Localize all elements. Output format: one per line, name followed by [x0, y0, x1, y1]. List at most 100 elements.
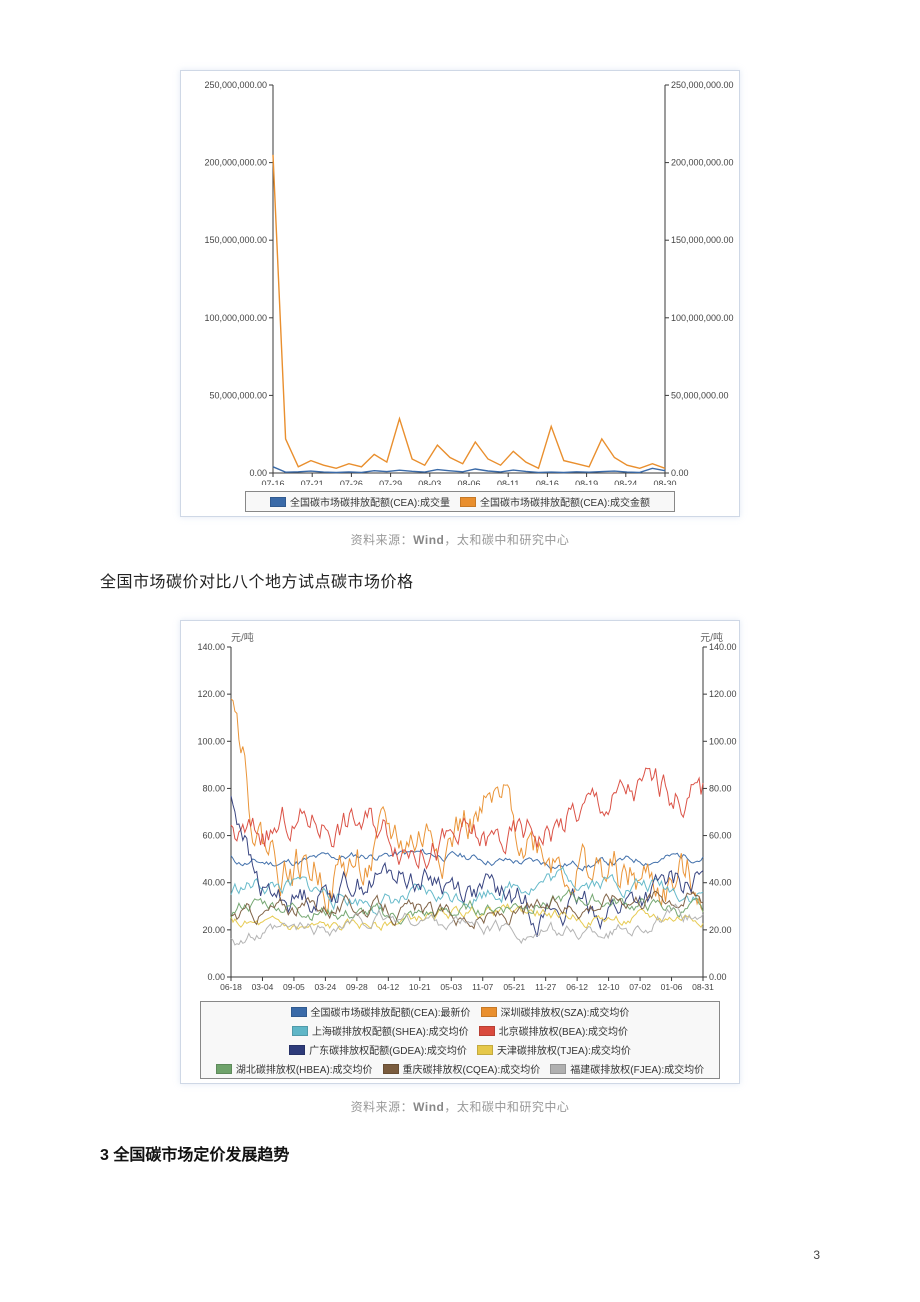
svg-text:09-05: 09-05	[283, 982, 305, 992]
legend-label: 上海碳排放权配额(SHEA):成交均价	[312, 1023, 469, 1038]
svg-text:40.00: 40.00	[202, 878, 225, 888]
svg-text:08-31: 08-31	[692, 982, 714, 992]
svg-text:05-03: 05-03	[440, 982, 462, 992]
svg-text:140.00: 140.00	[197, 642, 225, 652]
svg-text:80.00: 80.00	[709, 783, 732, 793]
legend-item: 天津碳排放权(TJEA):成交均价	[477, 1042, 631, 1057]
legend-label: 全国碳市场碳排放配额(CEA):成交量	[290, 494, 450, 509]
chart2-plot: 元/吨 元/吨 0.00 0.00 20.00 20.00 40.00 40.00 60.0…	[185, 625, 735, 995]
svg-text:120.00: 120.00	[197, 689, 225, 699]
legend-item: 北京碳排放权(BEA):成交均价	[479, 1023, 628, 1038]
svg-text:06-12: 06-12	[566, 982, 588, 992]
svg-text:06-18: 06-18	[220, 982, 242, 992]
svg-text:01-06: 01-06	[661, 982, 683, 992]
legend-item: 深圳碳排放权(SZA):成交均价	[481, 1004, 630, 1019]
svg-text:50,000,000.00: 50,000,000.00	[671, 390, 729, 400]
legend-item: 重庆碳排放权(CQEA):成交均价	[383, 1061, 541, 1076]
chart1-source: 资料来源：Wind，太和碳中和研究中心	[180, 531, 740, 548]
legend-swatch	[292, 1026, 308, 1036]
chart1-container: 0.000.0050,000,000.0050,000,000.00100,00…	[180, 70, 740, 548]
legend-item: 全国碳市场碳排放配额(CEA):成交金额	[460, 494, 650, 509]
legend-label: 天津碳排放权(TJEA):成交均价	[497, 1042, 631, 1057]
legend-swatch	[289, 1045, 305, 1055]
source-bold: Wind	[413, 1100, 444, 1114]
legend-label: 重庆碳排放权(CQEA):成交均价	[403, 1061, 541, 1076]
source-suffix: ，太和碳中和研究中心	[444, 1100, 569, 1114]
svg-text:09-28: 09-28	[346, 982, 368, 992]
legend-label: 广东碳排放权配额(GDEA):成交均价	[309, 1042, 467, 1057]
svg-text:0.00: 0.00	[709, 972, 727, 982]
svg-text:20.00: 20.00	[709, 925, 732, 935]
svg-text:20.00: 20.00	[202, 925, 225, 935]
svg-text:0.00: 0.00	[207, 972, 225, 982]
svg-text:0.00: 0.00	[249, 468, 267, 478]
legend-item: 全国碳市场碳排放配额(CEA):成交量	[270, 494, 450, 509]
svg-text:07-29: 07-29	[379, 479, 402, 485]
svg-text:80.00: 80.00	[202, 783, 225, 793]
legend-label: 全国碳市场碳排放配额(CEA):最新价	[311, 1004, 471, 1019]
source-suffix: ，太和碳中和研究中心	[444, 533, 569, 547]
svg-text:08-30: 08-30	[653, 479, 676, 485]
source-prefix: 资料来源：	[351, 1100, 414, 1114]
svg-text:03-24: 03-24	[315, 982, 337, 992]
svg-text:150,000,000.00: 150,000,000.00	[671, 235, 734, 245]
svg-text:08-24: 08-24	[614, 479, 637, 485]
svg-text:07-26: 07-26	[340, 479, 363, 485]
svg-text:60.00: 60.00	[709, 831, 732, 841]
legend-swatch	[477, 1045, 493, 1055]
svg-text:05-21: 05-21	[503, 982, 525, 992]
intertext: 全国市场碳价对比八个地方试点碳市场价格	[100, 568, 820, 592]
svg-text:250,000,000.00: 250,000,000.00	[671, 80, 734, 90]
svg-text:12-10: 12-10	[598, 982, 620, 992]
source-prefix: 资料来源：	[351, 533, 414, 547]
chart1-plot: 0.000.0050,000,000.0050,000,000.00100,00…	[185, 75, 735, 485]
svg-text:11-07: 11-07	[472, 982, 493, 992]
svg-text:100.00: 100.00	[197, 736, 225, 746]
svg-text:250,000,000.00: 250,000,000.00	[204, 80, 267, 90]
legend-swatch	[383, 1064, 399, 1074]
svg-text:08-16: 08-16	[536, 479, 559, 485]
svg-text:07-16: 07-16	[261, 479, 284, 485]
svg-text:07-02: 07-02	[629, 982, 651, 992]
chart2-legend: 全国碳市场碳排放配额(CEA):最新价 深圳碳排放权(SZA):成交均价上海碳排放…	[200, 1001, 720, 1079]
svg-text:200,000,000.00: 200,000,000.00	[204, 158, 267, 168]
chart1-svg: 0.000.0050,000,000.0050,000,000.00100,00…	[185, 75, 737, 485]
legend-item: 全国碳市场碳排放配额(CEA):最新价	[291, 1004, 471, 1019]
svg-text:08-19: 08-19	[575, 479, 598, 485]
source-bold: Wind	[413, 533, 444, 547]
svg-text:150,000,000.00: 150,000,000.00	[204, 235, 267, 245]
page-number: 3	[813, 1248, 820, 1262]
chart1-frame: 0.000.0050,000,000.0050,000,000.00100,00…	[180, 70, 740, 517]
svg-text:08-11: 08-11	[497, 479, 519, 485]
legend-item: 上海碳排放权配额(SHEA):成交均价	[292, 1023, 469, 1038]
chart2-frame: 元/吨 元/吨 0.00 0.00 20.00 20.00 40.00 40.00 60.0…	[180, 620, 740, 1084]
legend-item: 福建碳排放权(FJEA):成交均价	[550, 1061, 704, 1076]
legend-swatch	[479, 1026, 495, 1036]
legend-item: 广东碳排放权配额(GDEA):成交均价	[289, 1042, 467, 1057]
svg-text:60.00: 60.00	[202, 831, 225, 841]
legend-label: 全国碳市场碳排放配额(CEA):成交金额	[480, 494, 650, 509]
svg-text:04-12: 04-12	[377, 982, 399, 992]
legend-swatch	[550, 1064, 566, 1074]
legend-swatch	[481, 1007, 497, 1017]
legend-swatch	[291, 1007, 307, 1017]
chart1-legend: 全国碳市场碳排放配额(CEA):成交量 全国碳市场碳排放配额(CEA):成交金额	[245, 491, 675, 512]
legend-swatch	[460, 497, 476, 507]
legend-item: 湖北碳排放权(HBEA):成交均价	[216, 1061, 373, 1076]
legend-label: 深圳碳排放权(SZA):成交均价	[501, 1004, 630, 1019]
chart2-unit-left: 元/吨	[231, 629, 254, 644]
svg-text:100.00: 100.00	[709, 736, 737, 746]
svg-text:11-27: 11-27	[535, 982, 556, 992]
svg-text:08-03: 08-03	[418, 479, 441, 485]
svg-text:10-21: 10-21	[409, 982, 431, 992]
chart2-unit-right: 元/吨	[700, 629, 723, 644]
svg-text:120.00: 120.00	[709, 689, 737, 699]
svg-text:40.00: 40.00	[709, 878, 732, 888]
svg-text:03-04: 03-04	[252, 982, 274, 992]
legend-swatch	[270, 497, 286, 507]
chart2-container: 元/吨 元/吨 0.00 0.00 20.00 20.00 40.00 40.00 60.0…	[180, 620, 740, 1115]
svg-text:200,000,000.00: 200,000,000.00	[671, 158, 734, 168]
chart2-svg: 0.00 0.00 20.00 20.00 40.00 40.00 60.00 60.00 80…	[185, 625, 737, 995]
svg-text:50,000,000.00: 50,000,000.00	[209, 390, 267, 400]
legend-label: 北京碳排放权(BEA):成交均价	[499, 1023, 628, 1038]
